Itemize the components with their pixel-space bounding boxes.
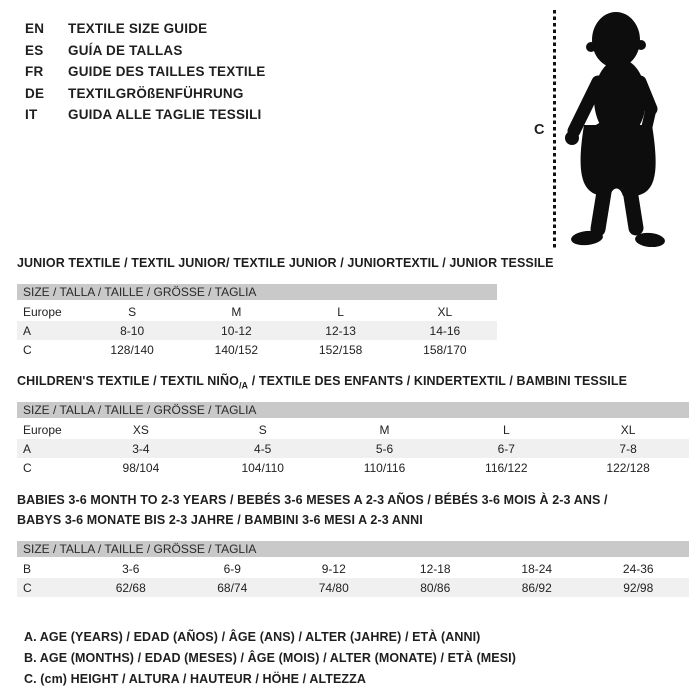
row-label: B	[23, 561, 32, 576]
figure-block: C	[520, 5, 675, 253]
table-cell: 7-8	[619, 441, 637, 456]
table-cell: 4-5	[254, 441, 272, 456]
table-title: JUNIOR TEXTILE / TEXTIL JUNIOR/ TEXTILE …	[17, 256, 553, 271]
table-cell: M	[379, 422, 390, 437]
table-title: CHILDREN'S TEXTILE / TEXTIL NIÑO/A / TEX…	[17, 374, 689, 391]
language-code: DE	[25, 85, 45, 101]
table-row: A 8-10 10-12 12-13 14-16	[17, 321, 497, 340]
table-cell: 92/98	[623, 580, 654, 595]
language-label: TEXTILE SIZE GUIDE	[68, 21, 208, 37]
height-measure-label: C	[534, 122, 545, 138]
table-title-text: /A	[238, 380, 249, 391]
size-header-bar: SIZE / TALLA / TAILLE / GRÖSSE / TAGLIA	[17, 402, 689, 418]
table-cell: 12-13	[325, 323, 356, 338]
table-title-line: BABIES 3-6 MONTH TO 2-3 YEARS / BEBÉS 3-…	[17, 491, 689, 511]
table-cell: 9-12	[321, 561, 346, 576]
row-label: Europe	[23, 422, 62, 437]
table-cell: XS	[132, 422, 149, 437]
language-row: EN TEXTILE SIZE GUIDE	[25, 18, 266, 40]
row-label: C	[23, 580, 32, 595]
table-title-text: / TEXTILE DES ENFANTS / KINDERTEXTIL / B…	[248, 374, 628, 388]
table-cell: 122/128	[606, 460, 650, 475]
table-cell: 86/92	[521, 580, 552, 595]
language-label: GUIDA ALLE TAGLIE TESSILI	[68, 107, 262, 123]
size-table-babies: BABIES 3-6 MONTH TO 2-3 YEARS / BEBÉS 3-…	[17, 491, 689, 597]
table-cell: L	[502, 422, 510, 437]
language-code: ES	[25, 42, 44, 58]
row-label: A	[23, 441, 32, 456]
table-cell: 18-24	[521, 561, 553, 576]
row-label: A	[23, 323, 32, 338]
row-label: C	[23, 342, 32, 357]
language-row: ES GUÍA DE TALLAS	[25, 40, 266, 62]
table-title-text: BABIES 3-6 MONTH TO 2-3 YEARS / BEBÉS 3-…	[17, 493, 608, 507]
size-header-bar: SIZE / TALLA / TAILLE / GRÖSSE / TAGLIA	[17, 284, 497, 300]
table-row: B 3-6 6-9 9-12 12-18 18-24 24-36	[17, 559, 689, 578]
table-cell: L	[337, 304, 344, 319]
table-row: C 128/140 140/152 152/158 158/170	[17, 340, 497, 359]
table-cell: 80/86	[420, 580, 451, 595]
table-cell: 62/68	[115, 580, 146, 595]
table-cell: 6-7	[497, 441, 515, 456]
table-title-text: CHILDREN'S TEXTILE / TEXTIL NIÑO	[17, 374, 239, 388]
footnotes: A. AGE (YEARS) / EDAD (AÑOS) / ÂGE (ANS)…	[24, 627, 516, 690]
table-cell: 74/80	[318, 580, 349, 595]
footnote-line: A. AGE (YEARS) / EDAD (AÑOS) / ÂGE (ANS)…	[24, 630, 481, 644]
table-cell: XL	[620, 422, 636, 437]
table-cell: 6-9	[223, 561, 241, 576]
language-label: TEXTILGRÖßENFÜHRUNG	[68, 85, 244, 101]
language-row: FR GUIDE DES TAILLES TEXTILE	[25, 61, 266, 83]
table-cell: 12-18	[419, 561, 451, 576]
language-row: IT GUIDA ALLE TAGLIE TESSILI	[25, 104, 266, 126]
language-code: IT	[25, 107, 38, 123]
table-cell: S	[128, 304, 137, 319]
table-title-line: BABYS 3-6 MONATE BIS 2-3 JAHRE / BAMBINI…	[17, 511, 689, 531]
row-label: Europe	[23, 304, 62, 319]
table-cell: 24-36	[622, 561, 654, 576]
table-title: BABIES 3-6 MONTH TO 2-3 YEARS / BEBÉS 3-…	[17, 491, 689, 530]
table-row: Europe XS S M L XL	[17, 420, 689, 439]
footnote-line: B. AGE (MONTHS) / EDAD (MESES) / ÂGE (MO…	[24, 651, 517, 665]
table-title-line: CHILDREN'S TEXTILE / TEXTIL NIÑO/A / TEX…	[17, 374, 689, 391]
table-cell: S	[258, 422, 267, 437]
table-row: Europe S M L XL	[17, 302, 497, 321]
table-title-text: BABYS 3-6 MONATE BIS 2-3 JAHRE / BAMBINI…	[17, 512, 423, 527]
table-cell: 104/110	[241, 460, 284, 475]
table-cell: 128/140	[110, 342, 154, 357]
language-label: GUIDE DES TAILLES TEXTILE	[68, 64, 266, 80]
footnote-line: C. (cm) HEIGHT / ALTURA / HAUTEUR / HÖHE…	[24, 672, 367, 686]
table-cell: 3-4	[132, 441, 150, 456]
size-table-children: CHILDREN'S TEXTILE / TEXTIL NIÑO/A / TEX…	[17, 374, 689, 477]
table-title-line: JUNIOR TEXTILE / TEXTIL JUNIOR/ TEXTILE …	[17, 256, 553, 271]
row-label: C	[23, 460, 32, 475]
language-row: DE TEXTILGRÖßENFÜHRUNG	[25, 83, 266, 105]
table-cell: 10-12	[221, 323, 252, 338]
language-list: EN TEXTILE SIZE GUIDE ES GUÍA DE TALLAS FR GU…	[25, 18, 266, 126]
table-cell: XL	[437, 304, 453, 319]
table-row: C 98/104 104/110 110/116 116/122 122/128	[17, 458, 689, 477]
table-cell: 116/122	[485, 460, 528, 475]
language-code: FR	[25, 64, 44, 80]
table-cell: 8-10	[120, 323, 145, 338]
table-cell: 14-16	[429, 323, 461, 338]
table-cell: 110/116	[363, 460, 406, 475]
table-row: A 3-4 4-5 5-6 6-7 7-8	[17, 439, 689, 458]
table-cell: 158/170	[423, 342, 467, 357]
table-cell: 68/74	[217, 580, 248, 595]
language-label: GUÍA DE TALLAS	[68, 42, 183, 58]
table-cell: 152/158	[318, 342, 363, 357]
table-cell: 98/104	[122, 460, 160, 475]
language-code: EN	[25, 21, 45, 37]
toddler-silhouette-icon	[565, 12, 665, 247]
table-row: C 62/68 68/74 74/80 80/86 86/92 92/98	[17, 578, 689, 597]
table-cell: 5-6	[375, 441, 394, 456]
table-cell: 3-6	[122, 561, 140, 576]
table-title-text: JUNIOR TEXTILE / TEXTIL JUNIOR/ TEXTILE …	[17, 256, 554, 270]
size-table-junior: JUNIOR TEXTILE / TEXTIL JUNIOR/ TEXTILE …	[17, 256, 553, 359]
size-header-bar: SIZE / TALLA / TAILLE / GRÖSSE / TAGLIA	[17, 541, 689, 557]
table-cell: M	[231, 304, 242, 319]
table-cell: 140/152	[214, 342, 259, 357]
height-measure-dashed-line	[553, 10, 556, 248]
